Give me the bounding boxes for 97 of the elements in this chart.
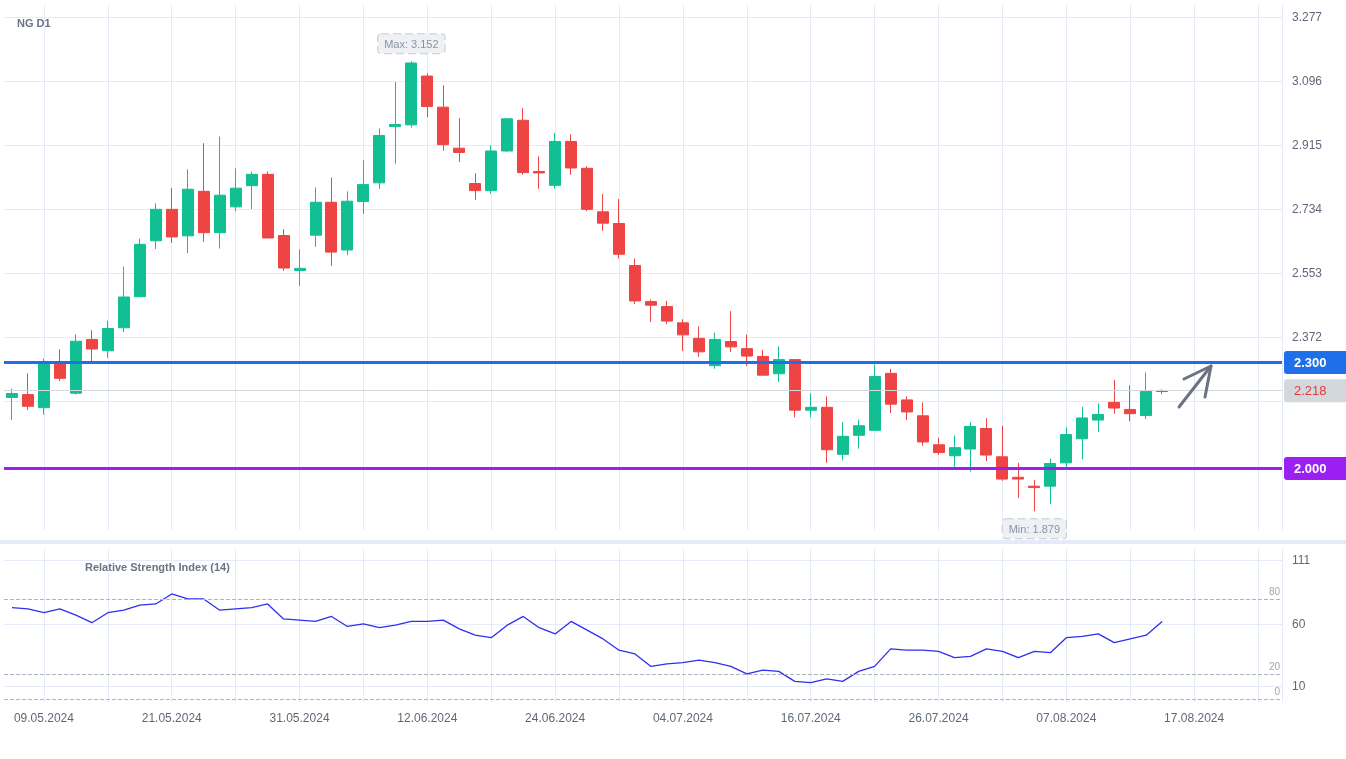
candlestick: [6, 388, 18, 421]
candlestick: [693, 325, 705, 358]
x-tick-label: 17.08.2024: [1164, 711, 1225, 725]
text: Relative Strength Index (14): [85, 560, 231, 573]
candlestick: [485, 144, 497, 195]
candlestick: [1140, 371, 1152, 420]
candlestick: [549, 132, 561, 190]
candlestick: [901, 395, 913, 421]
candlestick: [1076, 406, 1088, 460]
candlestick: [949, 435, 961, 468]
candlestick: [70, 333, 82, 396]
ref-line-label: 2.000: [1294, 460, 1327, 476]
annotation: Min: 1.879: [1008, 522, 1061, 535]
candlestick: [421, 72, 433, 118]
candlestick: [933, 437, 945, 456]
y-tick-label: 2.915: [1292, 138, 1323, 152]
candlestick: [629, 257, 641, 305]
candlestick: [230, 167, 242, 212]
x-tick-label: 26.07.2024: [908, 711, 969, 725]
candlestick: [118, 266, 130, 333]
candlestick: [1028, 479, 1040, 512]
candlestick: [262, 171, 274, 239]
candlestick: [405, 60, 417, 129]
candlestick: [38, 358, 50, 416]
line-series: [11, 593, 1163, 684]
candlestick: [294, 248, 306, 287]
candlestick: [1060, 426, 1072, 468]
candlestick: [1124, 384, 1136, 422]
candlestick: [821, 395, 833, 464]
x-tick-label: 24.06.2024: [525, 711, 586, 725]
candlestick: [964, 421, 976, 473]
y-tick-label: 10: [1292, 679, 1306, 694]
annotation: Max: 3.152: [384, 37, 439, 50]
candlestick: [517, 107, 529, 176]
candlestick: [166, 187, 178, 244]
candlestick: [565, 133, 577, 176]
candlestick: [150, 202, 162, 250]
y-tick-label: 2.372: [1292, 329, 1323, 344]
x-tick-label: 09.05.2024: [13, 711, 75, 725]
candlestick: [469, 172, 481, 201]
candlestick: [677, 318, 689, 352]
candlestick: [725, 310, 737, 353]
candlestick: [278, 228, 290, 272]
candlestick: [389, 81, 401, 165]
y-tick-label: 111: [1292, 553, 1311, 568]
candlestick: [1012, 462, 1024, 499]
candlestick: [86, 329, 98, 362]
x-tick-label: 04.07.2024: [652, 711, 714, 725]
candlestick: [310, 186, 322, 248]
candlestick: [1108, 379, 1120, 415]
candlestick: [214, 136, 226, 250]
candlestick: [741, 333, 753, 367]
ref-line-label: 2.218: [1294, 383, 1327, 399]
x-tick-label: 12.06.2024: [397, 711, 458, 725]
candlestick: [54, 348, 66, 382]
text: NG D1: [17, 16, 51, 29]
candlestick: [645, 298, 657, 323]
y-tick-label: 3.096: [1292, 74, 1323, 89]
candlestick: [1092, 402, 1104, 433]
candlestick: [837, 421, 849, 461]
candlestick: [917, 401, 929, 447]
y-tick-label: 60: [1292, 616, 1306, 631]
ref-line-label: 0: [1274, 686, 1281, 698]
ref-line-label: 80: [1268, 586, 1281, 598]
candlestick: [789, 359, 801, 418]
candlestick: [357, 159, 369, 215]
y-tick-label: 3.277: [1292, 10, 1323, 25]
x-tick-label: 16.07.2024: [780, 711, 842, 725]
candlestick: [501, 117, 513, 153]
y-tick-label: 2.734: [1292, 201, 1323, 216]
x-tick-label: 07.08.2024: [1036, 711, 1097, 725]
candlestick: [980, 417, 992, 462]
candlestick: [853, 419, 865, 450]
ref-line-label: 2.300: [1294, 354, 1327, 370]
ref-line-label: 20: [1268, 661, 1281, 673]
candlestick: [437, 84, 449, 152]
candlestick: [246, 171, 258, 210]
candlestick: [182, 168, 194, 254]
x-tick-label: 21.05.2024: [141, 711, 203, 725]
candlestick: [373, 127, 385, 190]
candlestick: [613, 198, 625, 259]
candlestick: [869, 364, 881, 431]
y-tick-label: 2.553: [1292, 265, 1323, 280]
candlestick: [341, 190, 353, 256]
candlestick: [661, 300, 673, 325]
candlestick: [805, 392, 817, 418]
candlestick: [597, 193, 609, 232]
candlestick: [581, 165, 593, 212]
candlestick: [198, 142, 210, 243]
candlestick: [134, 238, 146, 298]
candlestick: [102, 320, 114, 359]
candlestick: [22, 372, 34, 411]
candlestick: [453, 117, 465, 163]
x-tick-label: 31.05.2024: [269, 711, 330, 725]
candlestick: [885, 368, 897, 414]
candlestick: [325, 177, 337, 267]
candlestick: [533, 155, 545, 190]
